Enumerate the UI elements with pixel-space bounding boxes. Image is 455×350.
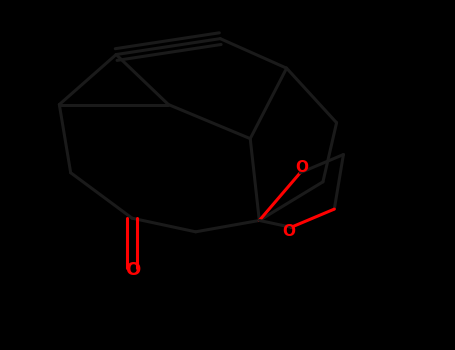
Text: O: O	[283, 224, 295, 239]
Text: O: O	[125, 261, 141, 279]
Text: O: O	[295, 160, 308, 175]
